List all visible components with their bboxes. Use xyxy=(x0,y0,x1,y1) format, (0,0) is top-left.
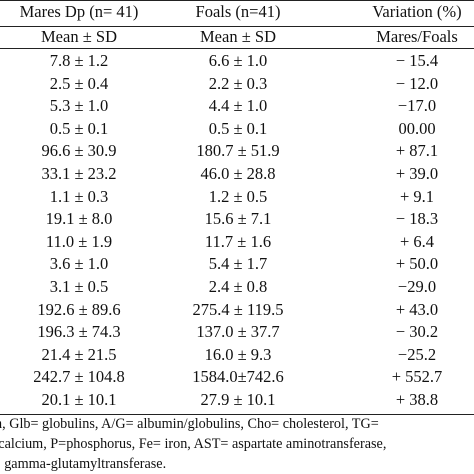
column-header-mares: Mares Dp (n= 41) xyxy=(19,2,139,21)
variation-cell: + 39.0 xyxy=(395,164,439,183)
footnote-line: nin, Glb= globulins, A/G= albumin/globul… xyxy=(0,416,379,432)
mares-cell: 11.0 ± 1.9 xyxy=(45,231,113,251)
foals-cell: 16.0 ± 9.3 xyxy=(204,344,272,364)
mares-cell: 0.5 ± 0.1 xyxy=(49,118,109,138)
mares-cell: 5.3 ± 1.0 xyxy=(49,96,109,116)
header-divider-rule xyxy=(0,26,474,27)
column-header-variation: Variation (%) xyxy=(372,2,462,21)
mares-cell: 21.4 ± 21.5 xyxy=(41,344,117,364)
mares-cell: 2.5 ± 0.4 xyxy=(49,73,109,93)
foals-cell: 5.4 ± 1.7 xyxy=(208,254,268,274)
foals-cell: 2.4 ± 0.8 xyxy=(208,277,268,296)
foals-cell: 180.7 ± 51.9 xyxy=(196,141,280,161)
foals-cell: 1584.0±742.6 xyxy=(192,367,284,387)
mares-cell: 96.6 ± 30.9 xyxy=(41,141,117,161)
table-bottom-rule xyxy=(0,414,474,415)
variation-cell: − 18.3 xyxy=(395,209,439,229)
foals-cell: 6.6 ± 1.0 xyxy=(208,51,268,70)
mares-cell: 192.6 ± 89.6 xyxy=(37,299,121,319)
foals-cell: 0.5 ± 0.1 xyxy=(208,118,268,138)
subheader-foals: Mean ± SD xyxy=(200,27,276,46)
foals-cell: 15.6 ± 7.1 xyxy=(204,209,272,229)
variation-cell: + 38.8 xyxy=(395,390,439,409)
mares-cell: 33.1 ± 23.2 xyxy=(41,164,117,183)
footnote-line: a=calcium, P=phosphorus, Fe= iron, AST= … xyxy=(0,436,387,452)
variation-cell: − 12.0 xyxy=(395,73,439,93)
mares-cell: 196.3 ± 74.3 xyxy=(37,322,121,342)
foals-cell: 275.4 ± 119.5 xyxy=(192,299,284,319)
mares-cell: 242.7 ± 104.8 xyxy=(33,367,125,387)
mares-cell: 1.1 ± 0.3 xyxy=(49,186,109,206)
variation-cell: − 15.4 xyxy=(395,51,439,70)
mares-cell: 3.6 ± 1.0 xyxy=(49,254,109,274)
mares-cell: 20.1 ± 10.1 xyxy=(41,390,117,409)
subheader-mares: Mean ± SD xyxy=(41,27,117,46)
variation-cell: 00.00 xyxy=(398,118,436,138)
column-header-foals: Foals (n=41) xyxy=(195,2,281,21)
subheader-bottom-rule xyxy=(0,48,474,49)
foals-cell: 2.2 ± 0.3 xyxy=(208,73,268,93)
foals-cell: 27.9 ± 10.1 xyxy=(200,390,276,409)
foals-cell: 4.4 ± 1.0 xyxy=(208,96,268,116)
foals-cell: 46.0 ± 28.8 xyxy=(200,164,276,183)
foals-cell: 1.2 ± 0.5 xyxy=(208,186,268,206)
foals-cell: 11.7 ± 1.6 xyxy=(204,231,272,251)
variation-cell: + 9.1 xyxy=(399,186,435,206)
variation-cell: + 552.7 xyxy=(391,367,443,387)
table-top-rule xyxy=(0,0,474,1)
footnote-line: T= gamma-glutamyltransferase. xyxy=(0,456,167,472)
foals-cell: 137.0 ± 37.7 xyxy=(196,322,280,342)
subheader-variation: Mares/Foals xyxy=(376,27,458,46)
variation-cell: + 6.4 xyxy=(399,231,435,251)
variation-cell: + 50.0 xyxy=(395,254,439,274)
variation-cell: + 87.1 xyxy=(395,141,439,161)
mares-cell: 7.8 ± 1.2 xyxy=(49,51,109,70)
variation-cell: −29.0 xyxy=(397,277,437,296)
variation-cell: + 43.0 xyxy=(395,299,439,319)
mares-cell: 3.1 ± 0.5 xyxy=(49,277,109,296)
mares-cell: 19.1 ± 8.0 xyxy=(45,209,113,229)
variation-cell: − 30.2 xyxy=(395,322,439,342)
variation-cell: −17.0 xyxy=(397,96,437,116)
variation-cell: −25.2 xyxy=(397,344,437,364)
